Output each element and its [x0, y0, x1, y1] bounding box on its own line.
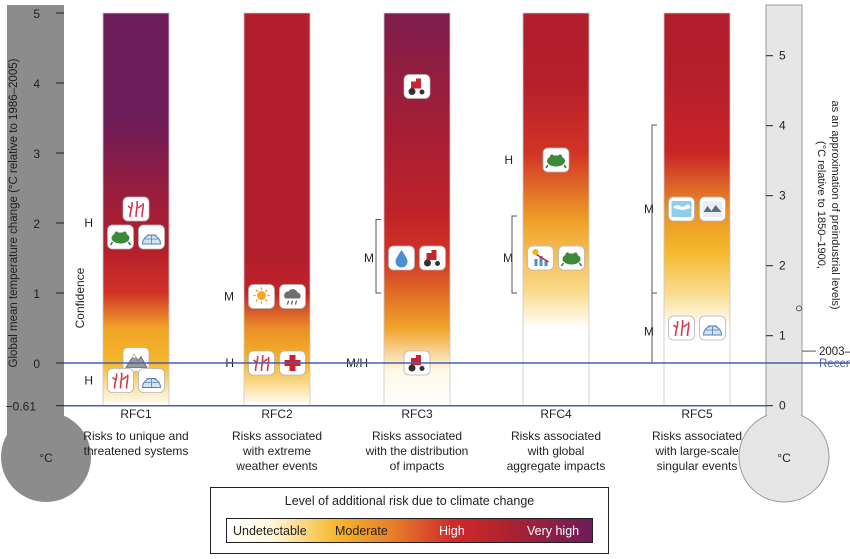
column-description-line: with large-scale [654, 444, 739, 458]
water-drop-icon [388, 245, 415, 271]
confidence-label: Confidence [73, 267, 87, 328]
igloo-icon [138, 224, 165, 250]
column-description-line: threatened systems [84, 444, 189, 458]
column-code-label: RFC1 [120, 407, 152, 421]
confidence-level-h: H [504, 153, 513, 167]
tractor-icon [419, 245, 446, 271]
column-code-label: RFC4 [540, 407, 572, 421]
column-description-line: aggregate impacts [507, 459, 606, 473]
left-axis-tick-label: 4 [33, 77, 40, 91]
right-axis-label-line1: (°C relative to 1850–1900, [815, 141, 827, 269]
igloo-icon [699, 315, 726, 341]
left-axis-tick-label: 0 [33, 357, 40, 371]
confidence-bracket [375, 219, 381, 294]
right-thermometer-unit: °C [777, 451, 791, 465]
left-thermometer: °C 5 4 3 2 1 0 −0.61 Global mean temperature cha… [1, 5, 91, 502]
left-thermometer-stem [7, 5, 64, 438]
right-axis-label-line2: as an approximation of preindustrial lev… [829, 100, 841, 309]
coral-icon [122, 196, 150, 222]
column-description-line: Risks associated [372, 429, 462, 443]
coral-icon [107, 368, 134, 393]
legend-label-very-high: Very high [527, 524, 580, 538]
left-axis-tick-label: 2 [33, 217, 40, 231]
frog-icon [558, 245, 585, 271]
confidence-level-m: M [224, 290, 234, 304]
column-code-label: RFC3 [401, 407, 433, 421]
confidence-level-m: M [644, 202, 654, 216]
reference-recent-label: Recent (1986–2005) [819, 358, 850, 370]
reference-lines: 2003–2012Recent (1986–2005) [64, 305, 850, 407]
economy-icon [527, 245, 554, 271]
right-thermometer-stem [765, 4, 803, 439]
storm-cloud-icon [279, 284, 306, 309]
igloo-icon [138, 368, 165, 393]
right-axis-tick-label: 2 [779, 259, 786, 273]
legend-label-high: High [439, 524, 465, 538]
right-axis-tick-label: 5 [779, 49, 786, 63]
confidence-level-m: M [364, 251, 374, 265]
reference-2003-2012-label: 2003–2012 [819, 346, 850, 358]
column-description-line: of impacts [390, 459, 445, 473]
confidence-level-m: M [503, 251, 513, 265]
left-axis-tick-label: −0.61 [6, 400, 37, 414]
frog-icon [107, 224, 134, 250]
risk-column-bar [522, 12, 590, 407]
column-description-line: Risks to unique and [83, 429, 188, 443]
right-axis-tick-label: 1 [779, 329, 786, 343]
confidence-level-h: H [84, 216, 93, 230]
right-axis-tick-label: 0 [779, 399, 786, 413]
legend-label-undetectable: Undetectable [233, 524, 307, 538]
column-code-label: RFC2 [261, 407, 293, 421]
legend-title: Level of additional risk due to climate … [284, 494, 535, 508]
coral-icon [668, 315, 695, 341]
frog-icon [542, 147, 570, 173]
confidence-level-h: H [84, 374, 93, 388]
column-code-label: RFC5 [681, 407, 713, 421]
left-thermometer-unit: °C [39, 451, 53, 465]
confidence-bracket [511, 215, 517, 294]
left-axis-tick-label: 5 [33, 7, 40, 21]
tractor-icon [403, 74, 431, 99]
ice-sheet-icon [699, 196, 726, 222]
risk-column-bar [383, 12, 451, 407]
left-axis-tick-label: 1 [33, 287, 40, 301]
right-axis-tick-label: 4 [779, 119, 786, 133]
column-description-line: with extreme [242, 444, 311, 458]
left-axis-tick-label: 3 [33, 147, 40, 161]
column-description-line: Risks associated [511, 429, 601, 443]
column-description-line: Risks associated [232, 429, 322, 443]
column-description-line: with the distribution [365, 444, 469, 458]
mountain-icon [122, 347, 150, 372]
risk-column-bar [243, 12, 311, 407]
confidence-level-m: M [644, 325, 654, 339]
column-description-line: Risks associated [652, 429, 742, 443]
left-thermometer-bulb [1, 412, 91, 502]
right-axis-tick-label: 3 [779, 189, 786, 203]
heat-sun-icon [248, 284, 275, 309]
legend-label-moderate: Moderate [335, 524, 388, 538]
column-description-line: with global [527, 444, 585, 458]
right-thermometer: °C 5 4 3 2 1 0 (°C relative to 1850–1900, as an … [738, 4, 841, 503]
column-description-line: singular events [657, 459, 738, 473]
legend-gradient-bar [226, 518, 593, 543]
sea-ice-icon [668, 196, 695, 222]
left-axis-label: Global mean temperature change (°C relat… [8, 58, 20, 367]
legend: Level of additional risk due to climate … [210, 487, 609, 554]
column-description-line: weather events [235, 459, 317, 473]
